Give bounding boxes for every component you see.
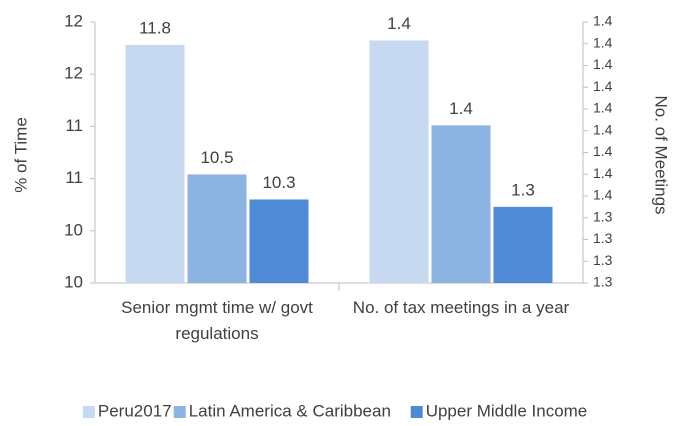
data-label: 1.3 (511, 180, 535, 199)
bar (493, 206, 553, 283)
bar (249, 199, 309, 283)
bar (187, 174, 247, 283)
legend-label: Upper Middle Income (426, 401, 588, 420)
y2-tick-label: 1.3 (593, 208, 613, 224)
data-label: 10.3 (262, 173, 295, 192)
y2-tick-label: 1.3 (593, 252, 613, 268)
y2-tick-label: 1.4 (593, 121, 613, 137)
data-label: 1.4 (449, 99, 473, 118)
y2-tick-label: 1.4 (593, 13, 613, 29)
legend-swatch (410, 406, 423, 418)
y2-tick-label: 1.4 (593, 165, 613, 181)
legend-label: Latin America & Caribbean (189, 401, 391, 420)
y-tick-label: 10 (64, 272, 83, 291)
y-tick-label: 12 (64, 64, 83, 83)
y2-tick-label: 1.4 (593, 78, 613, 94)
y2-tick-label: 1.4 (593, 187, 613, 203)
data-label: 1.4 (387, 14, 411, 33)
legend-swatch (82, 406, 95, 418)
y2-tick-label: 1.4 (593, 100, 613, 116)
y-tick-label: 11 (65, 116, 83, 135)
bar (125, 44, 185, 283)
x-tick-label: Senior mgmt time w/ govt regulations (121, 298, 313, 343)
data-label: 10.5 (200, 148, 233, 167)
y2-tick-label: 1.4 (593, 56, 613, 72)
x-tick-label: No. of tax meetings in a year (352, 298, 570, 317)
y2-tick-label: 1.4 (593, 143, 613, 159)
data-label: 11.8 (139, 18, 171, 37)
legend-label: Peru2017 (98, 401, 172, 420)
y-tick-label: 12 (64, 11, 83, 30)
y-axis-title: % of Time (11, 117, 30, 193)
bar (369, 40, 429, 283)
y-tick-label: 11 (65, 168, 83, 187)
y2-tick-label: 1.4 (593, 34, 613, 50)
bar (431, 125, 491, 283)
y2-tick-label: 1.3 (593, 230, 613, 246)
y2-tick-label: 1.3 (593, 274, 613, 290)
y-tick-label: 10 (64, 220, 83, 239)
y2-axis-title: No. of Meetings (652, 95, 671, 214)
legend-swatch (173, 406, 186, 418)
